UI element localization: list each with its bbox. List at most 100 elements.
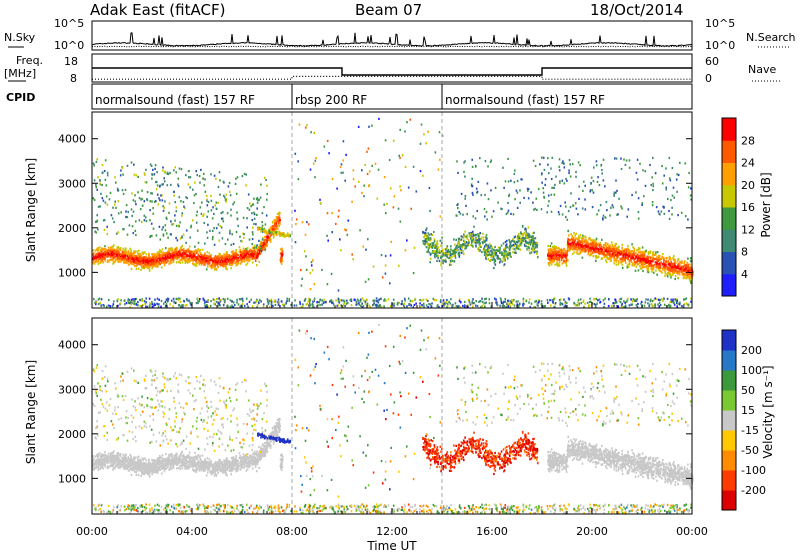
power-scatter-point [347,219,350,222]
power-scatter-point [578,197,580,200]
power-scatter-point [637,269,640,272]
power-scatter-point [587,250,590,253]
power-scatter-point [670,276,672,279]
power-scatter-point [263,243,266,246]
power-scatter-point [556,263,558,266]
power-scatter-point [594,238,597,241]
power-scatter-point [371,164,373,167]
power-scatter-point [588,238,590,241]
power-scatter-point [144,260,147,264]
power-scatter-point [110,253,113,256]
power-scatter-point [657,268,660,271]
power-scatter-point [621,302,623,305]
power-scatter-point [688,266,690,269]
power-scatter-point [681,273,684,276]
power-scatter-point [480,236,483,239]
power-scatter-point [532,244,535,247]
power-scatter-point [510,245,512,248]
power-scatter-point [558,247,561,251]
power-scatter-point [152,212,155,215]
power-scatter-point [275,226,277,229]
power-scatter-point [99,205,101,208]
power-scatter-point [184,261,187,264]
power-scatter-point [169,247,171,250]
power-scatter-point [440,256,442,259]
power-scatter-point [592,255,594,258]
power-scatter-point [437,257,439,260]
power-scatter-point [274,218,276,222]
power-scatter-point [501,251,503,254]
power-scatter-point [158,252,161,255]
power-scatter-point [614,257,616,260]
power-scatter-point [630,249,632,253]
power-scatter-point [424,235,427,238]
power-scatter-point [162,234,165,237]
power-scatter-point [658,254,661,257]
power-scatter-point [618,252,620,255]
power-scatter-point [285,235,287,238]
power-scatter-point [272,231,275,235]
power-scatter-point [151,259,153,262]
power-scatter-point [326,212,329,215]
power-scatter-point [437,168,440,171]
power-scatter-point [646,258,648,261]
power-scatter-point [565,251,567,254]
power-scatter-point [167,250,170,253]
power-scatter-point [376,197,379,200]
power-scatter-point [222,211,224,214]
power-scatter-point [219,179,221,182]
freq-label-line2: [MHz] [4,67,36,80]
power-scatter-point [136,262,139,265]
power-scatter-point [524,230,527,233]
power-scatter-point [641,202,644,205]
power-scatter-point [238,259,240,262]
power-scatter-point [441,255,443,258]
power-scatter-point [435,245,438,248]
power-scatter-point [685,276,688,279]
power-scatter-point [465,244,467,247]
power-scatter-point [511,239,514,242]
power-scatter-point [113,260,115,263]
power-scatter-point [103,219,106,222]
power-scatter-point [303,250,306,253]
power-scatter-point [113,244,115,247]
power-scatter-point [276,219,278,223]
power-scatter-point [186,249,188,252]
power-scatter-point [96,158,98,161]
power-scatter-point [521,239,523,242]
power-scatter-point [491,215,493,218]
power-scatter-point [123,257,126,260]
power-scatter-point [236,217,239,220]
power-scatter-point [549,260,552,263]
power-scatter-point [684,265,686,268]
power-scatter-point [542,191,545,194]
power-scatter-point [686,273,689,276]
power-scatter-point [172,256,174,259]
power-scatter-point [656,273,658,276]
power-scatter-point [549,248,551,251]
power-scatter-point [531,237,534,240]
power-scatter-point [628,159,631,162]
power-scatter-point [547,157,549,160]
power-scatter-point [576,252,579,255]
power-scatter-point [457,171,459,174]
power-scatter-point [646,255,648,258]
power-scatter-point [480,237,483,240]
power-scatter-point [638,259,640,262]
power-scatter-point [278,214,280,217]
power-scatter-point [213,243,216,246]
power-scatter-point [253,222,255,225]
power-scatter-point [193,254,196,257]
power-scatter-point [97,176,99,179]
power-scatter-point [463,235,466,238]
power-scatter-point [621,207,623,210]
power-scatter-point [615,263,618,266]
power-scatter-point [605,261,608,264]
power-scatter-point [598,252,601,255]
power-scatter-point [503,259,505,262]
power-scatter-point [352,258,354,261]
power-scatter-point [635,252,637,255]
power-scatter-point [256,248,258,251]
power-scatter-point [225,260,227,263]
power-scatter-point [231,263,233,267]
